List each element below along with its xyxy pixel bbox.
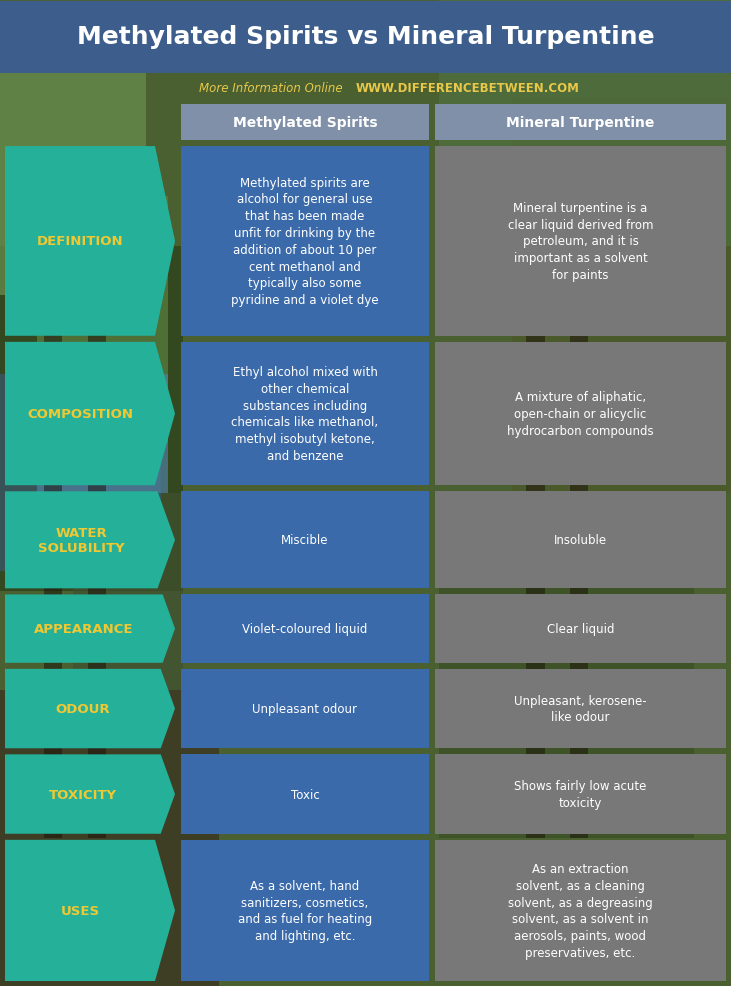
FancyBboxPatch shape xyxy=(181,840,429,981)
Text: As a solvent, hand
sanitizers, cosmetics,
and as fuel for heating
and lighting, : As a solvent, hand sanitizers, cosmetics… xyxy=(238,879,372,943)
Text: Miscible: Miscible xyxy=(281,533,329,547)
Bar xyxy=(439,542,694,838)
Text: Methylated spirits are
alcohol for general use
that has been made
unfit for drin: Methylated spirits are alcohol for gener… xyxy=(231,176,379,307)
Text: APPEARANCE: APPEARANCE xyxy=(34,622,134,635)
FancyBboxPatch shape xyxy=(435,147,726,336)
Text: Unpleasant, kerosene-
like odour: Unpleasant, kerosene- like odour xyxy=(514,694,647,724)
Bar xyxy=(439,0,731,246)
FancyBboxPatch shape xyxy=(435,840,726,981)
Polygon shape xyxy=(5,754,175,834)
Text: Violet-coloured liquid: Violet-coloured liquid xyxy=(242,622,368,635)
Text: More Information Online: More Information Online xyxy=(200,83,350,96)
FancyBboxPatch shape xyxy=(181,669,429,748)
FancyBboxPatch shape xyxy=(435,105,726,141)
Bar xyxy=(37,375,168,493)
FancyBboxPatch shape xyxy=(0,2,731,74)
Text: Clear liquid: Clear liquid xyxy=(547,622,614,635)
Text: Insoluble: Insoluble xyxy=(554,533,607,547)
FancyBboxPatch shape xyxy=(435,342,726,486)
Text: A mixture of aliphatic,
open-chain or alicyclic
hydrocarbon compounds: A mixture of aliphatic, open-chain or al… xyxy=(507,390,654,438)
Polygon shape xyxy=(5,492,175,589)
FancyBboxPatch shape xyxy=(181,105,429,141)
FancyBboxPatch shape xyxy=(181,2,726,74)
Text: TOXICITY: TOXICITY xyxy=(49,788,117,801)
FancyBboxPatch shape xyxy=(181,492,429,589)
Polygon shape xyxy=(5,840,175,981)
Bar xyxy=(526,197,545,838)
Polygon shape xyxy=(5,147,175,336)
FancyBboxPatch shape xyxy=(435,595,726,664)
FancyBboxPatch shape xyxy=(435,492,726,589)
Text: ODOUR: ODOUR xyxy=(56,702,110,716)
Bar xyxy=(37,197,168,444)
Bar xyxy=(512,99,731,493)
Polygon shape xyxy=(5,669,175,748)
Bar xyxy=(0,690,219,986)
Bar xyxy=(88,197,106,838)
FancyBboxPatch shape xyxy=(181,147,429,336)
FancyBboxPatch shape xyxy=(435,669,726,748)
Text: Methylated Spirits: Methylated Spirits xyxy=(232,116,377,130)
Text: USES: USES xyxy=(61,904,99,917)
Text: COMPOSITION: COMPOSITION xyxy=(27,407,133,421)
Bar xyxy=(0,246,183,592)
Text: DEFINITION: DEFINITION xyxy=(37,236,124,248)
Text: Methylated Spirits vs Mineral Turpentine: Methylated Spirits vs Mineral Turpentine xyxy=(77,25,654,48)
Text: Mineral turpentine is a
clear liquid derived from
petroleum, and it is
important: Mineral turpentine is a clear liquid der… xyxy=(508,201,654,282)
Text: WATER
SOLUBILITY: WATER SOLUBILITY xyxy=(38,527,124,554)
Text: Shows fairly low acute
toxicity: Shows fairly low acute toxicity xyxy=(515,779,647,810)
Text: Toxic: Toxic xyxy=(291,788,319,801)
Polygon shape xyxy=(5,595,175,664)
FancyBboxPatch shape xyxy=(181,754,429,834)
Polygon shape xyxy=(5,342,175,486)
Text: Unpleasant odour: Unpleasant odour xyxy=(252,702,357,716)
Text: As an extraction
solvent, as a cleaning
solvent, as a degreasing
solvent, as a s: As an extraction solvent, as a cleaning … xyxy=(508,862,653,959)
Bar xyxy=(44,197,62,838)
FancyBboxPatch shape xyxy=(181,342,429,486)
Text: WWW.DIFFERENCEBETWEEN.COM: WWW.DIFFERENCEBETWEEN.COM xyxy=(355,83,580,96)
FancyBboxPatch shape xyxy=(435,754,726,834)
Bar xyxy=(0,49,146,296)
Bar xyxy=(0,375,161,572)
Text: Mineral Turpentine: Mineral Turpentine xyxy=(507,116,655,130)
FancyBboxPatch shape xyxy=(181,595,429,664)
Bar xyxy=(570,197,588,838)
Bar xyxy=(73,493,183,690)
Text: Ethyl alcohol mixed with
other chemical
substances including
chemicals like meth: Ethyl alcohol mixed with other chemical … xyxy=(232,366,379,462)
